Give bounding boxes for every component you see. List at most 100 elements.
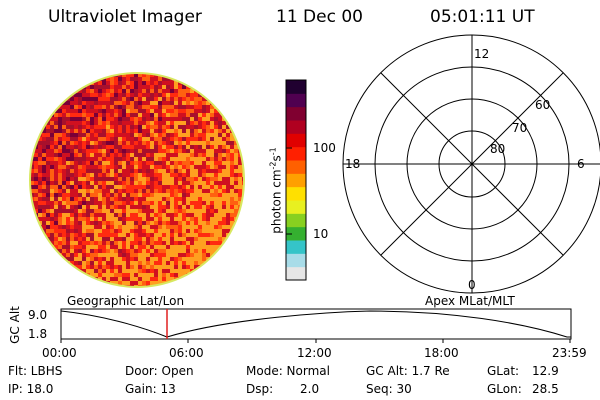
image-pixel xyxy=(46,177,50,181)
image-pixel xyxy=(146,245,150,249)
image-pixel xyxy=(110,213,114,217)
image-pixel xyxy=(126,185,130,189)
image-pixel xyxy=(134,265,138,269)
image-pixel xyxy=(186,113,190,117)
image-pixel xyxy=(234,233,238,237)
image-pixel xyxy=(230,173,234,177)
image-pixel xyxy=(202,133,206,137)
image-pixel xyxy=(174,145,178,149)
image-pixel xyxy=(158,161,162,165)
image-pixel xyxy=(222,141,226,145)
image-pixel xyxy=(122,233,126,237)
image-pixel xyxy=(122,141,126,145)
image-pixel xyxy=(106,169,110,173)
image-pixel xyxy=(194,233,198,237)
image-pixel xyxy=(122,261,126,265)
image-pixel xyxy=(214,233,218,237)
image-pixel xyxy=(214,165,218,169)
image-pixel xyxy=(134,81,138,85)
image-pixel xyxy=(170,205,174,209)
image-pixel xyxy=(134,133,138,137)
image-pixel xyxy=(102,85,106,89)
image-pixel xyxy=(174,85,178,89)
gain-info: Gain: 13 xyxy=(125,382,176,396)
image-pixel xyxy=(78,97,82,101)
image-pixel xyxy=(210,137,214,141)
image-pixel xyxy=(178,197,182,201)
image-pixel xyxy=(102,253,106,257)
image-pixel xyxy=(222,165,226,169)
image-pixel xyxy=(34,177,38,181)
image-pixel xyxy=(166,89,170,93)
image-pixel xyxy=(134,73,138,77)
image-pixel xyxy=(78,233,82,237)
image-pixel xyxy=(58,113,62,117)
image-pixel xyxy=(210,117,214,121)
image-pixel xyxy=(238,165,242,169)
image-pixel xyxy=(202,257,206,261)
image-pixel xyxy=(94,269,98,273)
image-pixel xyxy=(214,157,218,161)
image-pixel xyxy=(50,157,54,161)
image-pixel xyxy=(202,213,206,217)
image-pixel xyxy=(238,161,242,165)
image-pixel xyxy=(234,149,238,153)
image-pixel xyxy=(102,229,106,233)
image-pixel xyxy=(66,197,70,201)
image-pixel xyxy=(206,213,210,217)
image-pixel xyxy=(122,269,126,273)
image-pixel xyxy=(166,181,170,185)
image-pixel xyxy=(98,129,102,133)
image-pixel xyxy=(194,173,198,177)
image-pixel xyxy=(82,265,86,269)
image-pixel xyxy=(166,125,170,129)
image-pixel xyxy=(194,141,198,145)
image-pixel xyxy=(94,125,98,129)
image-pixel xyxy=(102,257,106,261)
image-pixel xyxy=(74,249,78,253)
image-pixel xyxy=(90,165,94,169)
image-pixel xyxy=(70,257,74,261)
image-pixel xyxy=(54,181,58,185)
image-pixel xyxy=(114,241,118,245)
colorbar-band xyxy=(286,240,306,254)
image-pixel xyxy=(242,149,244,153)
image-pixel xyxy=(118,109,122,113)
image-pixel xyxy=(54,213,58,217)
image-pixel xyxy=(170,165,174,169)
image-pixel xyxy=(194,265,198,269)
image-pixel xyxy=(122,197,126,201)
image-pixel xyxy=(158,153,162,157)
image-pixel xyxy=(138,233,142,237)
image-pixel xyxy=(230,137,234,141)
image-pixel xyxy=(102,169,106,173)
image-pixel xyxy=(182,209,186,213)
image-pixel xyxy=(54,165,58,169)
image-pixel xyxy=(110,257,114,261)
image-pixel xyxy=(82,201,86,205)
image-pixel xyxy=(94,185,98,189)
image-pixel xyxy=(110,237,114,241)
image-pixel xyxy=(142,113,146,117)
image-pixel xyxy=(166,273,170,277)
image-pixel xyxy=(178,169,182,173)
image-pixel xyxy=(222,249,226,253)
image-pixel xyxy=(222,217,226,221)
image-pixel xyxy=(106,93,110,97)
image-pixel xyxy=(106,133,110,137)
image-pixel xyxy=(134,85,138,89)
image-pixel xyxy=(62,149,66,153)
image-pixel xyxy=(214,189,218,193)
image-pixel xyxy=(130,265,134,269)
image-pixel xyxy=(110,169,114,173)
image-pixel xyxy=(158,269,162,273)
image-pixel xyxy=(74,253,78,257)
image-pixel xyxy=(66,237,70,241)
image-pixel xyxy=(50,117,54,121)
image-pixel xyxy=(174,201,178,205)
image-pixel xyxy=(110,221,114,225)
image-pixel xyxy=(158,229,162,233)
image-pixel xyxy=(178,189,182,193)
image-pixel xyxy=(142,109,146,113)
